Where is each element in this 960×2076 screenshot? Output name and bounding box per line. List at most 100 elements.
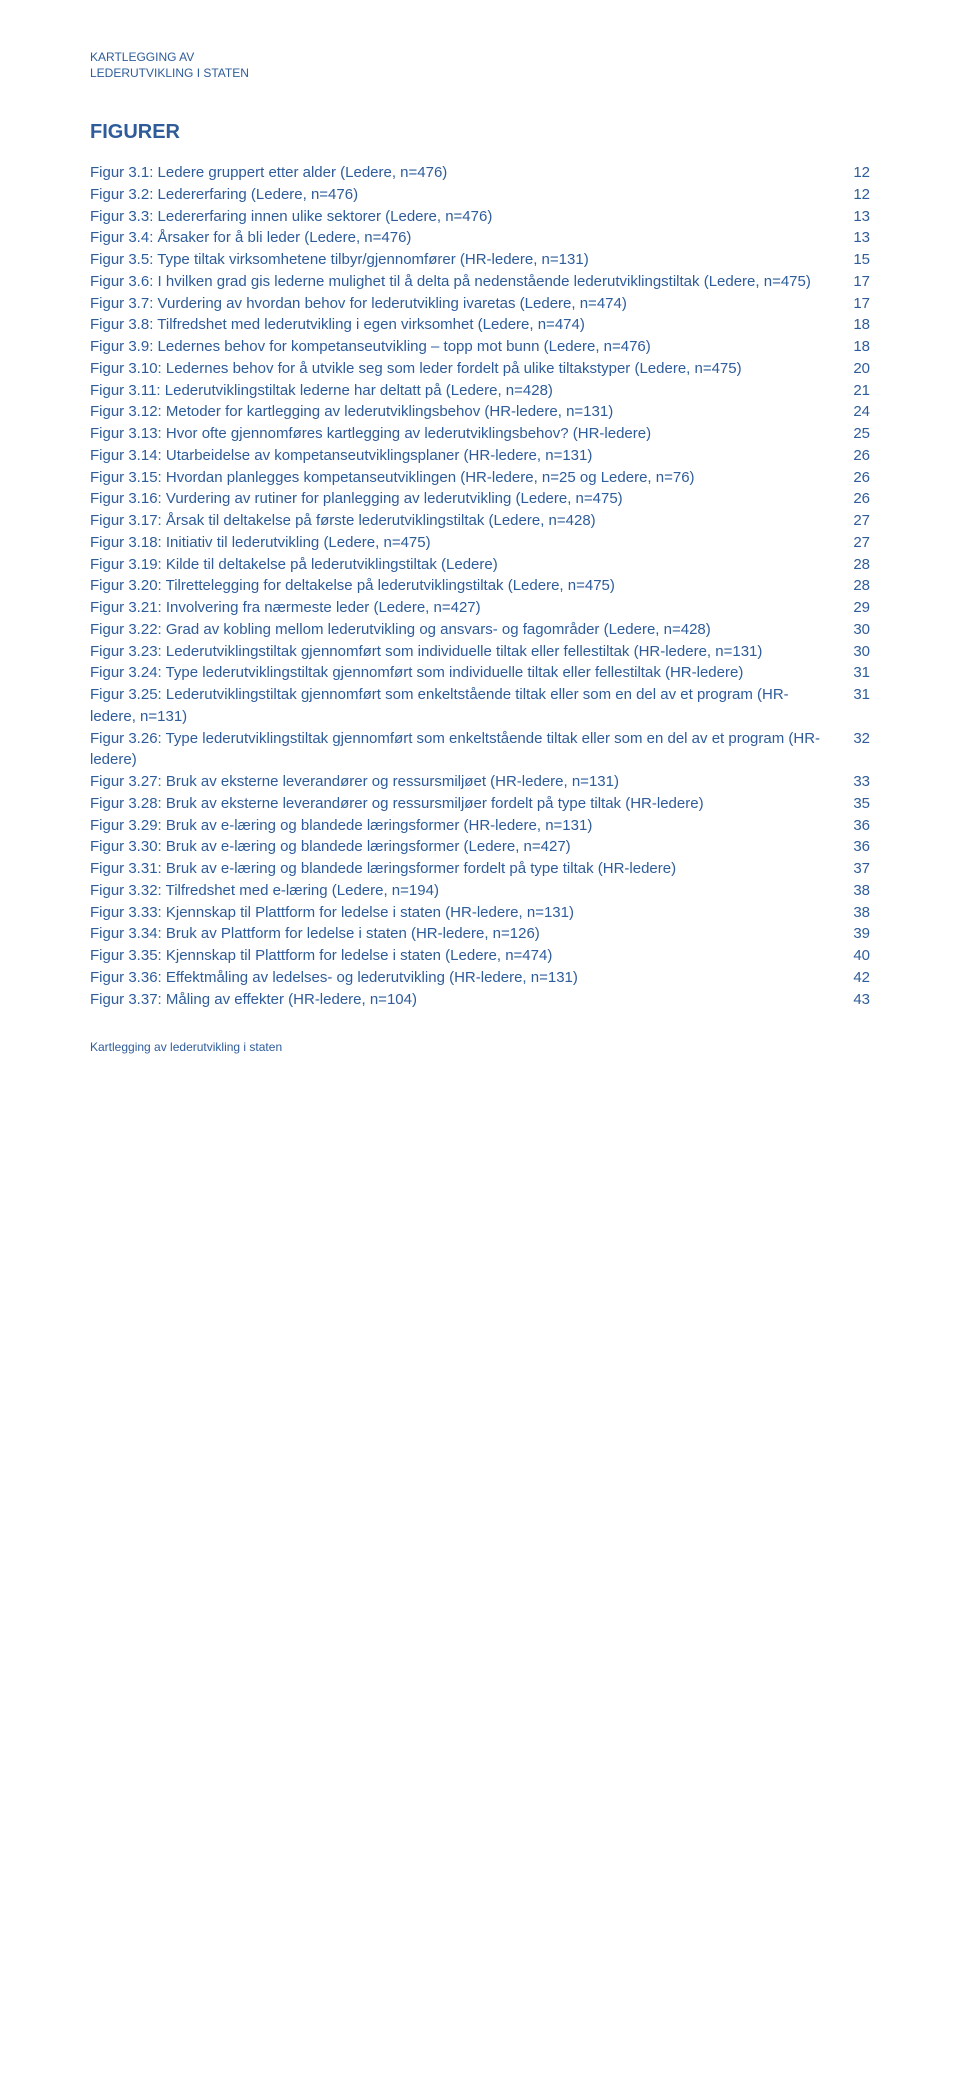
figure-entry-text: Figur 3.26: Type lederutviklingstiltak g… bbox=[90, 728, 842, 772]
figure-entry-page: 30 bbox=[842, 641, 870, 663]
figure-entry: Figur 3.10: Ledernes behov for å utvikle… bbox=[90, 358, 870, 380]
figure-entry: Figur 3.20: Tilrettelegging for deltakel… bbox=[90, 575, 870, 597]
figure-entry: Figur 3.2: Ledererfaring (Ledere, n=476)… bbox=[90, 184, 870, 206]
figure-entry-text: Figur 3.15: Hvordan planlegges kompetans… bbox=[90, 467, 842, 489]
figure-entry-page: 31 bbox=[842, 684, 870, 706]
figure-list: Figur 3.1: Ledere gruppert etter alder (… bbox=[90, 162, 870, 1010]
figure-entry-text: Figur 3.3: Ledererfaring innen ulike sek… bbox=[90, 206, 842, 228]
figure-entry-page: 42 bbox=[842, 967, 870, 989]
figure-entry: Figur 3.18: Initiativ til lederutvikling… bbox=[90, 532, 870, 554]
figure-entry-page: 35 bbox=[842, 793, 870, 815]
figure-entry-page: 24 bbox=[842, 401, 870, 423]
figure-entry-text: Figur 3.35: Kjennskap til Plattform for … bbox=[90, 945, 842, 967]
figure-entry: Figur 3.30: Bruk av e-læring og blandede… bbox=[90, 836, 870, 858]
figure-entry: Figur 3.22: Grad av kobling mellom leder… bbox=[90, 619, 870, 641]
figure-entry-text: Figur 3.13: Hvor ofte gjennomføres kartl… bbox=[90, 423, 842, 445]
figure-entry-page: 26 bbox=[842, 488, 870, 510]
figure-entry-text: Figur 3.23: Lederutviklingstiltak gjenno… bbox=[90, 641, 842, 663]
figure-entry-text: Figur 3.6: I hvilken grad gis lederne mu… bbox=[90, 271, 842, 293]
figure-entry-text: Figur 3.1: Ledere gruppert etter alder (… bbox=[90, 162, 842, 184]
figure-entry-page: 38 bbox=[842, 902, 870, 924]
figure-entry-page: 43 bbox=[842, 989, 870, 1011]
document-page: KARTLEGGING AV LEDERUTVIKLING I STATEN F… bbox=[0, 0, 960, 1094]
figure-entry: Figur 3.25: Lederutviklingstiltak gjenno… bbox=[90, 684, 870, 728]
figure-entry-page: 21 bbox=[842, 380, 870, 402]
figure-entry: Figur 3.3: Ledererfaring innen ulike sek… bbox=[90, 206, 870, 228]
figure-entry: Figur 3.7: Vurdering av hvordan behov fo… bbox=[90, 293, 870, 315]
figure-entry-text: Figur 3.7: Vurdering av hvordan behov fo… bbox=[90, 293, 842, 315]
figure-entry: Figur 3.26: Type lederutviklingstiltak g… bbox=[90, 728, 870, 772]
figure-entry-text: Figur 3.4: Årsaker for å bli leder (Lede… bbox=[90, 227, 842, 249]
figure-entry: Figur 3.6: I hvilken grad gis lederne mu… bbox=[90, 271, 870, 293]
figure-entry: Figur 3.14: Utarbeidelse av kompetanseut… bbox=[90, 445, 870, 467]
figure-entry-text: Figur 3.16: Vurdering av rutiner for pla… bbox=[90, 488, 842, 510]
figure-entry: Figur 3.5: Type tiltak virksomhetene til… bbox=[90, 249, 870, 271]
figure-entry: Figur 3.4: Årsaker for å bli leder (Lede… bbox=[90, 227, 870, 249]
figure-entry-page: 36 bbox=[842, 815, 870, 837]
figure-entry-page: 40 bbox=[842, 945, 870, 967]
figure-entry: Figur 3.37: Måling av effekter (HR-leder… bbox=[90, 989, 870, 1011]
figure-entry-page: 38 bbox=[842, 880, 870, 902]
figure-entry-text: Figur 3.32: Tilfredshet med e-læring (Le… bbox=[90, 880, 842, 902]
figure-entry-page: 12 bbox=[842, 184, 870, 206]
figure-entry-page: 33 bbox=[842, 771, 870, 793]
figure-entry-text: Figur 3.10: Ledernes behov for å utvikle… bbox=[90, 358, 842, 380]
figure-entry: Figur 3.17: Årsak til deltakelse på førs… bbox=[90, 510, 870, 532]
figure-entry-text: Figur 3.27: Bruk av eksterne leverandøre… bbox=[90, 771, 842, 793]
figure-entry: Figur 3.19: Kilde til deltakelse på lede… bbox=[90, 554, 870, 576]
page-footer: Kartlegging av lederutvikling i staten bbox=[90, 1040, 870, 1054]
figure-entry-page: 26 bbox=[842, 445, 870, 467]
figure-entry-text: Figur 3.5: Type tiltak virksomhetene til… bbox=[90, 249, 842, 271]
figure-entry-page: 29 bbox=[842, 597, 870, 619]
figure-entry: Figur 3.11: Lederutviklingstiltak ledern… bbox=[90, 380, 870, 402]
figure-entry: Figur 3.27: Bruk av eksterne leverandøre… bbox=[90, 771, 870, 793]
figure-entry-page: 18 bbox=[842, 314, 870, 336]
figure-entry-page: 20 bbox=[842, 358, 870, 380]
figure-entry: Figur 3.24: Type lederutviklingstiltak g… bbox=[90, 662, 870, 684]
figure-entry: Figur 3.23: Lederutviklingstiltak gjenno… bbox=[90, 641, 870, 663]
figure-entry-text: Figur 3.30: Bruk av e-læring og blandede… bbox=[90, 836, 842, 858]
figure-entry-page: 32 bbox=[842, 728, 870, 750]
figure-entry: Figur 3.9: Ledernes behov for kompetanse… bbox=[90, 336, 870, 358]
header-line-1: KARTLEGGING AV bbox=[90, 50, 870, 66]
figure-entry-text: Figur 3.9: Ledernes behov for kompetanse… bbox=[90, 336, 842, 358]
figure-entry-page: 36 bbox=[842, 836, 870, 858]
figure-entry: Figur 3.32: Tilfredshet med e-læring (Le… bbox=[90, 880, 870, 902]
section-title: FIGURER bbox=[90, 121, 870, 144]
figure-entry-text: Figur 3.18: Initiativ til lederutvikling… bbox=[90, 532, 842, 554]
figure-entry-text: Figur 3.22: Grad av kobling mellom leder… bbox=[90, 619, 842, 641]
figure-entry-text: Figur 3.2: Ledererfaring (Ledere, n=476) bbox=[90, 184, 842, 206]
figure-entry-page: 25 bbox=[842, 423, 870, 445]
figure-entry-text: Figur 3.36: Effektmåling av ledelses- og… bbox=[90, 967, 842, 989]
figure-entry-page: 27 bbox=[842, 532, 870, 554]
figure-entry-text: Figur 3.25: Lederutviklingstiltak gjenno… bbox=[90, 684, 842, 728]
figure-entry-page: 18 bbox=[842, 336, 870, 358]
figure-entry: Figur 3.36: Effektmåling av ledelses- og… bbox=[90, 967, 870, 989]
figure-entry: Figur 3.35: Kjennskap til Plattform for … bbox=[90, 945, 870, 967]
figure-entry: Figur 3.29: Bruk av e-læring og blandede… bbox=[90, 815, 870, 837]
figure-entry-text: Figur 3.8: Tilfredshet med lederutviklin… bbox=[90, 314, 842, 336]
figure-entry-page: 39 bbox=[842, 923, 870, 945]
figure-entry-page: 26 bbox=[842, 467, 870, 489]
figure-entry: Figur 3.28: Bruk av eksterne leverandøre… bbox=[90, 793, 870, 815]
figure-entry-text: Figur 3.24: Type lederutviklingstiltak g… bbox=[90, 662, 842, 684]
figure-entry-text: Figur 3.20: Tilrettelegging for deltakel… bbox=[90, 575, 842, 597]
figure-entry-text: Figur 3.37: Måling av effekter (HR-leder… bbox=[90, 989, 842, 1011]
figure-entry-page: 15 bbox=[842, 249, 870, 271]
figure-entry-text: Figur 3.31: Bruk av e-læring og blandede… bbox=[90, 858, 842, 880]
figure-entry-page: 30 bbox=[842, 619, 870, 641]
figure-entry-text: Figur 3.28: Bruk av eksterne leverandøre… bbox=[90, 793, 842, 815]
figure-entry: Figur 3.1: Ledere gruppert etter alder (… bbox=[90, 162, 870, 184]
page-header: KARTLEGGING AV LEDERUTVIKLING I STATEN bbox=[90, 50, 870, 81]
figure-entry-page: 28 bbox=[842, 554, 870, 576]
figure-entry-page: 17 bbox=[842, 271, 870, 293]
figure-entry-page: 27 bbox=[842, 510, 870, 532]
figure-entry: Figur 3.13: Hvor ofte gjennomføres kartl… bbox=[90, 423, 870, 445]
header-line-2: LEDERUTVIKLING I STATEN bbox=[90, 66, 870, 82]
figure-entry-text: Figur 3.34: Bruk av Plattform for ledels… bbox=[90, 923, 842, 945]
figure-entry-text: Figur 3.21: Involvering fra nærmeste led… bbox=[90, 597, 842, 619]
figure-entry: Figur 3.8: Tilfredshet med lederutviklin… bbox=[90, 314, 870, 336]
figure-entry-text: Figur 3.14: Utarbeidelse av kompetanseut… bbox=[90, 445, 842, 467]
figure-entry-page: 28 bbox=[842, 575, 870, 597]
figure-entry: Figur 3.15: Hvordan planlegges kompetans… bbox=[90, 467, 870, 489]
